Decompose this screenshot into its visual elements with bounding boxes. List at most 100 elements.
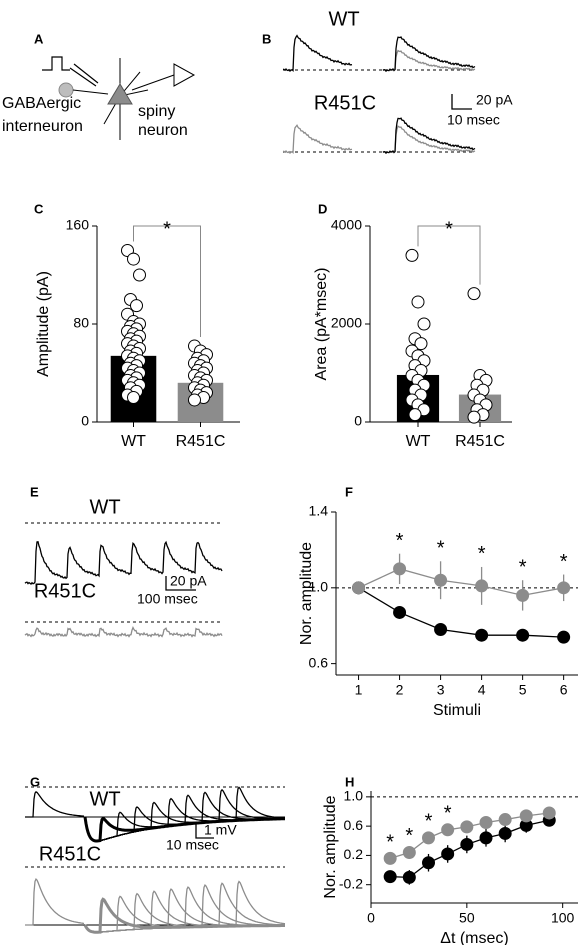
trace bbox=[382, 36, 476, 73]
panel-label: G bbox=[30, 774, 40, 789]
y-axis-label: Area (pA*msec) bbox=[313, 268, 330, 381]
panel-label: A bbox=[34, 31, 44, 46]
y-axis-label: Nor. amplitude bbox=[322, 795, 339, 898]
data-point bbox=[542, 806, 556, 820]
data-point bbox=[467, 287, 481, 301]
x-axis-label: Stimuli bbox=[433, 702, 481, 719]
x-tick-label: 3 bbox=[437, 682, 445, 698]
panel-label: F bbox=[345, 484, 353, 499]
scale-label: 10 msec bbox=[166, 837, 219, 853]
y-tick-label: 160 bbox=[66, 217, 90, 233]
y-tick-label: -0.2 bbox=[339, 875, 363, 891]
trace bbox=[382, 49, 476, 72]
diagram-label: neuron bbox=[138, 122, 188, 139]
row-label: WT bbox=[89, 496, 120, 518]
x-tick-label: 2 bbox=[396, 682, 404, 698]
y-tick-label: 0 bbox=[354, 413, 362, 429]
trace bbox=[25, 790, 85, 818]
x-tick-label: R451C bbox=[455, 433, 505, 450]
x-tick-label: WT bbox=[406, 433, 431, 450]
scale-label: 1 mV bbox=[204, 822, 237, 838]
y-tick-label: 1.0 bbox=[309, 579, 329, 595]
x-tick-label: 5 bbox=[519, 682, 527, 698]
significance-bracket bbox=[417, 225, 481, 285]
data-point bbox=[519, 809, 533, 823]
scale-label: 20 pA bbox=[170, 573, 207, 589]
trace bbox=[25, 877, 85, 926]
data-point bbox=[393, 605, 407, 619]
data-point bbox=[434, 573, 448, 587]
data-point bbox=[479, 815, 493, 829]
trace bbox=[282, 124, 353, 155]
row-label: R451C bbox=[314, 92, 376, 114]
trace bbox=[382, 125, 476, 154]
significance-mark: * bbox=[519, 557, 527, 579]
panel-label: E bbox=[30, 484, 39, 499]
scale-label: 10 msec bbox=[447, 112, 500, 128]
significance-mark: * bbox=[478, 543, 486, 565]
data-point bbox=[188, 393, 201, 407]
significance-mark: * bbox=[396, 530, 404, 552]
diagram-label: interneuron bbox=[2, 118, 83, 135]
data-point bbox=[130, 299, 143, 313]
data-point bbox=[383, 870, 397, 884]
trace bbox=[84, 880, 286, 933]
data-point bbox=[516, 588, 530, 602]
significance-mark: * bbox=[405, 825, 413, 847]
row-label: R451C bbox=[39, 843, 101, 865]
data-point bbox=[460, 837, 474, 851]
x-tick-label: R451C bbox=[176, 433, 226, 450]
electrode bbox=[69, 63, 99, 87]
data-point bbox=[498, 813, 512, 827]
data-point bbox=[383, 851, 397, 865]
x-axis-label: Δt (msec) bbox=[440, 930, 508, 945]
panel-label: D bbox=[318, 201, 327, 216]
scale-bar bbox=[195, 824, 214, 839]
axon bbox=[72, 89, 109, 95]
x-tick-label: 0 bbox=[367, 910, 375, 926]
data-point bbox=[417, 317, 431, 331]
data-point bbox=[475, 628, 489, 642]
data-point bbox=[460, 820, 474, 834]
x-tick-label: 6 bbox=[560, 682, 568, 698]
data-point bbox=[405, 248, 419, 262]
trace bbox=[24, 626, 223, 638]
diagram-label: GABAergic bbox=[2, 95, 81, 112]
data-point bbox=[133, 268, 146, 282]
significance-mark: * bbox=[560, 551, 568, 573]
y-tick-label: 4000 bbox=[331, 217, 362, 233]
stimulus-icon bbox=[42, 56, 70, 71]
x-tick-label: 50 bbox=[459, 910, 475, 926]
y-axis-label: Nor. amplitude bbox=[298, 542, 315, 645]
data-point bbox=[352, 581, 366, 595]
data-point bbox=[498, 826, 512, 840]
data-point bbox=[411, 295, 425, 309]
scale-bar bbox=[451, 94, 472, 110]
significance-mark: * bbox=[425, 810, 433, 832]
data-point bbox=[516, 628, 530, 642]
data-point bbox=[557, 581, 571, 595]
trace bbox=[282, 34, 353, 73]
scale-label: 100 msec bbox=[137, 591, 198, 607]
y-tick-label: 0 bbox=[81, 413, 89, 429]
y-axis-label: Amplitude (pA) bbox=[35, 271, 52, 377]
series-line bbox=[358, 568, 564, 597]
data-point bbox=[414, 337, 428, 351]
significance-mark: * bbox=[163, 218, 171, 240]
data-point bbox=[402, 870, 416, 884]
x-tick-label: 4 bbox=[478, 682, 486, 698]
data-point bbox=[393, 562, 407, 576]
x-tick-label: 1 bbox=[355, 682, 363, 698]
significance-mark: * bbox=[445, 218, 453, 240]
y-tick-label: 1.4 bbox=[309, 503, 329, 519]
data-point bbox=[422, 856, 435, 870]
scale-bar bbox=[165, 576, 196, 591]
trace bbox=[382, 117, 476, 155]
x-tick-label: WT bbox=[121, 433, 146, 450]
data-point bbox=[441, 823, 455, 837]
trace bbox=[84, 786, 285, 842]
spiny-neuron bbox=[107, 83, 133, 105]
y-tick-label: 2000 bbox=[331, 315, 362, 331]
data-point bbox=[467, 410, 481, 424]
